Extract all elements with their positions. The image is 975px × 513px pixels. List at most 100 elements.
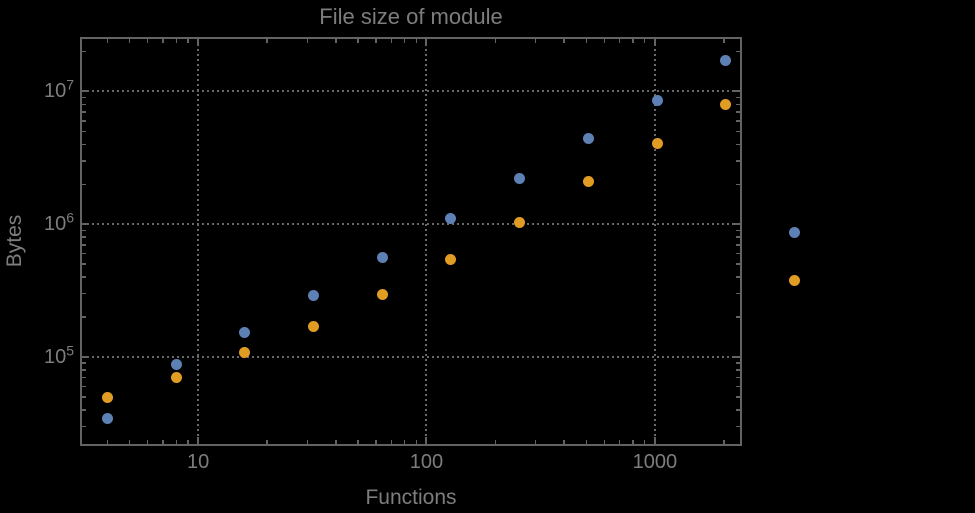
y-tick-minor (82, 120, 86, 122)
y-tick-minor (736, 50, 740, 53)
x-tick-minor (357, 440, 359, 444)
data-point-series-2 (514, 216, 526, 228)
y-tick-minor (82, 183, 86, 186)
y-tick-minor (736, 276, 740, 278)
x-tick-minor (494, 39, 497, 43)
y-tick-minor (82, 276, 86, 278)
y-tick-minor (736, 316, 740, 318)
data-point-series-2 (445, 254, 457, 266)
x-tick-minor (106, 440, 109, 444)
data-point-series-1 (170, 359, 182, 371)
data-point-series-2 (720, 98, 732, 110)
x-tick-minor (335, 440, 337, 444)
data-point-series-2 (101, 392, 113, 404)
x-tick-minor (415, 440, 418, 444)
x-tick-major (425, 39, 428, 46)
y-tick-minor (82, 143, 86, 146)
data-point-series-2 (170, 371, 182, 383)
y-tick-minor (82, 130, 86, 133)
y-tick-minor (82, 244, 86, 246)
y-gridline (82, 90, 740, 93)
x-tick-minor (335, 39, 337, 43)
y-tick-minor (82, 229, 86, 232)
x-tick-minor (618, 39, 621, 43)
y-tick-minor (736, 130, 740, 133)
x-tick-minor (603, 39, 606, 43)
x-tick-minor (390, 440, 393, 444)
x-gridline (653, 39, 656, 444)
y-tick-minor (736, 183, 740, 186)
x-tick-minor (187, 39, 189, 43)
x-tick-minor (603, 440, 606, 444)
data-point-series-1 (582, 133, 594, 145)
x-gridline (425, 39, 428, 444)
y-tick-major (82, 223, 89, 226)
x-tick-label: 1000 (632, 451, 678, 473)
x-tick-minor (534, 39, 537, 43)
y-tick-major (82, 90, 89, 93)
x-tick-minor (632, 39, 634, 43)
x-tick-minor (187, 440, 189, 444)
x-tick-major (425, 437, 428, 444)
x-tick-minor (632, 440, 634, 444)
data-point-series-2 (582, 176, 594, 188)
x-tick-minor (403, 440, 406, 444)
y-tick-minor (82, 362, 86, 364)
data-point-series-1 (307, 289, 319, 301)
x-tick-major (653, 39, 656, 46)
y-tick-minor (736, 236, 740, 238)
x-tick-minor (266, 39, 268, 43)
y-tick-minor (82, 111, 86, 113)
x-tick-label: 100 (409, 451, 444, 473)
y-tick-major (733, 355, 740, 358)
x-tick-minor (618, 440, 621, 444)
x-tick-minor (415, 39, 418, 43)
x-tick-minor (403, 39, 406, 43)
x-tick-minor (643, 39, 646, 43)
y-gridline (82, 355, 740, 358)
data-point-series-1 (101, 413, 113, 425)
y-tick-minor (82, 252, 86, 255)
x-tick-minor (146, 440, 149, 444)
x-tick-minor (175, 39, 178, 43)
x-tick-minor (585, 440, 588, 444)
y-gridline (82, 223, 740, 226)
y-tick-minor (82, 385, 86, 388)
x-tick-minor (162, 440, 164, 444)
y-tick-minor (736, 362, 740, 364)
y-tick-minor (82, 292, 86, 295)
y-tick-minor (82, 236, 86, 238)
y-tick-minor (736, 409, 740, 411)
y-tick-minor (736, 425, 740, 428)
data-point-series-2 (239, 346, 251, 358)
y-tick-minor (736, 111, 740, 113)
y-tick-exponent: 5 (66, 342, 74, 359)
x-tick-minor (375, 440, 377, 444)
x-tick-label: 10 (187, 451, 210, 473)
y-tick-minor (82, 160, 86, 162)
y-tick-minor (736, 252, 740, 255)
y-tick-minor (736, 143, 740, 146)
y-tick-minor (736, 120, 740, 122)
y-tick-minor (82, 50, 86, 53)
x-tick-minor (175, 440, 178, 444)
y-tick-minor (82, 96, 86, 99)
x-tick-minor (128, 440, 131, 444)
data-point-series-2 (376, 289, 388, 301)
x-tick-minor (563, 440, 565, 444)
y-tick-minor (82, 376, 86, 379)
x-tick-minor (534, 440, 537, 444)
y-tick-minor (736, 396, 740, 398)
x-tick-minor (146, 39, 149, 43)
plot-area (80, 37, 801, 446)
data-point-series-1 (445, 213, 457, 225)
x-tick-minor (357, 39, 359, 43)
data-point-series-1 (720, 55, 732, 67)
x-axis-label: Functions (365, 486, 457, 509)
y-tick-label: 107 (0, 78, 74, 104)
y-tick-minor (82, 263, 86, 265)
x-tick-minor (585, 39, 588, 43)
x-tick-minor (494, 440, 497, 444)
y-tick-label: 106 (0, 210, 74, 237)
